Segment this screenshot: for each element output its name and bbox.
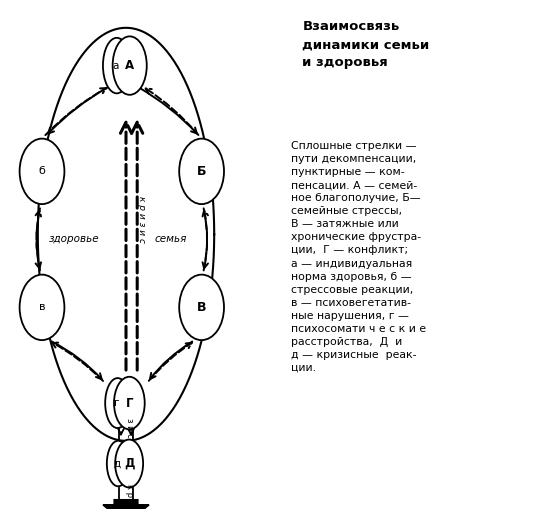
Text: з и с: з и с (125, 418, 134, 438)
Text: д: д (114, 458, 121, 469)
Ellipse shape (20, 139, 64, 204)
Text: Д: Д (124, 457, 134, 470)
Text: Взаимосвязь
динамики семьи
и здоровья: Взаимосвязь динамики семьи и здоровья (302, 20, 430, 69)
Ellipse shape (103, 38, 130, 94)
Ellipse shape (114, 377, 144, 429)
Text: в: в (39, 302, 45, 313)
Text: Г: Г (125, 397, 133, 410)
Ellipse shape (113, 36, 147, 95)
Ellipse shape (179, 139, 224, 204)
Text: семья: семья (155, 234, 187, 244)
Ellipse shape (20, 274, 64, 340)
Text: А: А (125, 59, 134, 72)
Text: Сплошные стрелки —
пути декомпенсации,
пунктирные — ком-
пенсации. А — семей-
но: Сплошные стрелки — пути декомпенсации, п… (291, 141, 426, 373)
Text: б: б (39, 167, 45, 176)
Ellipse shape (179, 274, 224, 340)
Text: а: а (113, 61, 119, 70)
Ellipse shape (115, 439, 143, 487)
Text: Б: Б (197, 165, 206, 178)
Ellipse shape (107, 441, 129, 486)
Text: к р и: к р и (125, 484, 134, 505)
Ellipse shape (105, 378, 130, 428)
Text: В: В (197, 301, 206, 314)
Polygon shape (103, 500, 149, 514)
Text: к р и з и с: к р и з и с (137, 196, 146, 243)
Text: г: г (114, 398, 119, 408)
Text: здоровье: здоровье (49, 234, 100, 244)
